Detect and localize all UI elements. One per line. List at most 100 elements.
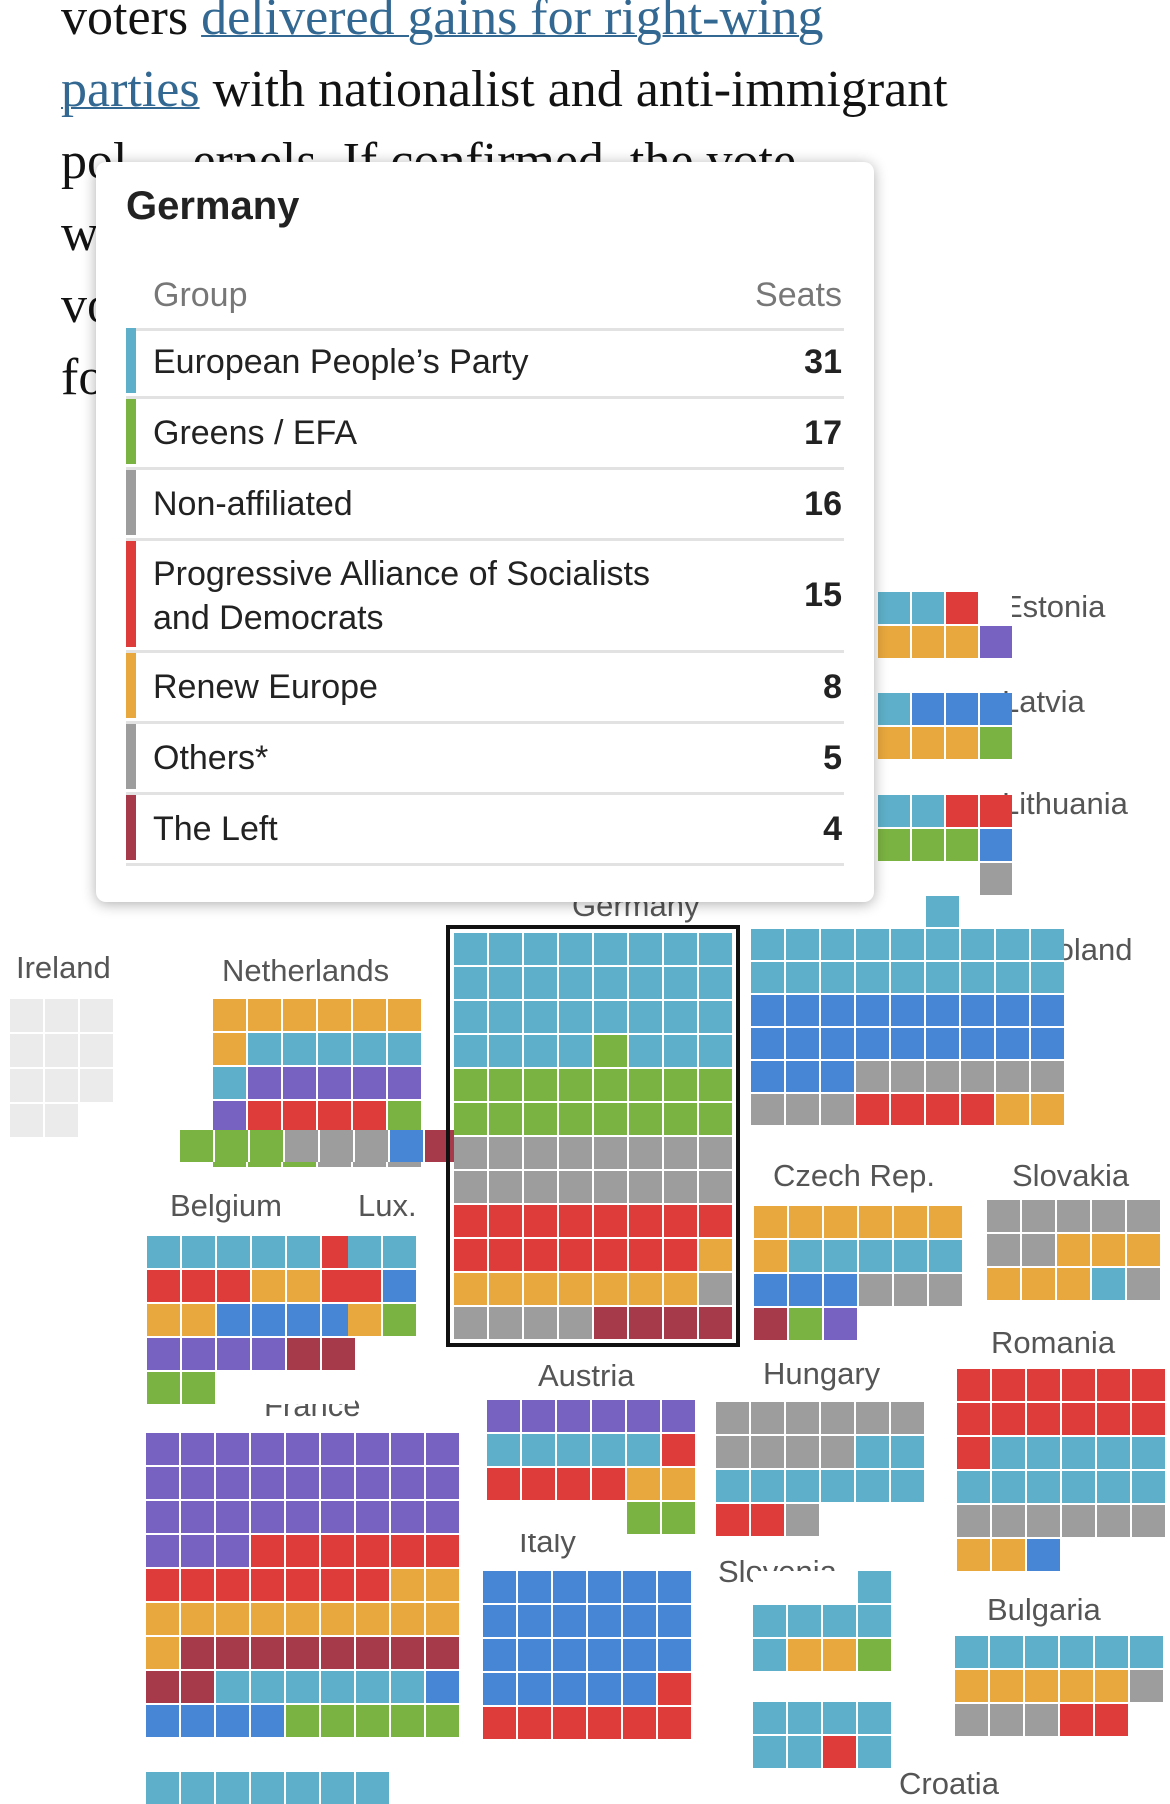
seat-cell bbox=[699, 1069, 732, 1101]
grid-hungary[interactable] bbox=[716, 1402, 924, 1536]
tooltip-row: Greens / EFA 17 bbox=[126, 399, 844, 470]
seat-cell bbox=[957, 1471, 990, 1503]
grid-slovakia[interactable] bbox=[987, 1200, 1160, 1300]
seat-cell bbox=[559, 967, 592, 999]
grid-belgium[interactable] bbox=[147, 1236, 355, 1404]
seat-cell bbox=[45, 1069, 78, 1102]
seat-cell bbox=[891, 896, 924, 927]
seat-cell bbox=[946, 795, 978, 827]
seat-cell bbox=[858, 1736, 891, 1768]
seat-cell bbox=[980, 727, 1012, 759]
seat-cell bbox=[961, 962, 994, 993]
seat-cell bbox=[383, 1236, 416, 1268]
seat-cell bbox=[216, 1772, 249, 1804]
seat-cell bbox=[182, 1338, 215, 1370]
seat-cell bbox=[699, 1171, 732, 1203]
seat-cell bbox=[824, 1206, 857, 1238]
seat-cell bbox=[252, 1236, 285, 1268]
seat-cell bbox=[996, 1094, 1029, 1125]
seat-cell bbox=[1031, 1061, 1064, 1092]
seat-cell bbox=[664, 1069, 697, 1101]
seat-cell bbox=[658, 1707, 691, 1739]
grid-slovenia[interactable] bbox=[753, 1571, 891, 1671]
group-name: Progressive Alliance of Socialists and D… bbox=[153, 554, 651, 637]
seat-cell bbox=[716, 1470, 749, 1502]
seat-cell bbox=[252, 1372, 285, 1404]
seat-cell bbox=[10, 999, 43, 1032]
seat-cell bbox=[786, 1436, 819, 1468]
seat-cell bbox=[788, 1702, 821, 1734]
seat-cell bbox=[348, 1270, 381, 1302]
seat-cell bbox=[894, 1308, 927, 1340]
grid-czech[interactable] bbox=[754, 1206, 962, 1340]
seat-cell bbox=[489, 967, 522, 999]
seat-cell bbox=[1127, 1234, 1160, 1266]
seat-cell bbox=[629, 1273, 662, 1305]
article-link-cont[interactable]: parties bbox=[61, 61, 200, 118]
seat-cell bbox=[217, 1270, 250, 1302]
grid-ireland[interactable] bbox=[10, 999, 113, 1137]
grid-austria[interactable] bbox=[487, 1400, 695, 1534]
grid-estonia[interactable] bbox=[878, 592, 1012, 658]
grid-lithuania[interactable] bbox=[878, 795, 1012, 895]
seat-cell bbox=[321, 1535, 354, 1567]
seat-cell bbox=[664, 1239, 697, 1271]
seat-cell bbox=[588, 1605, 621, 1637]
label-latvia: Latvia bbox=[1002, 684, 1085, 719]
seat-cell bbox=[878, 795, 910, 827]
label-hungary: Hungary bbox=[763, 1356, 881, 1391]
seat-cell bbox=[487, 1400, 520, 1432]
seat-cell bbox=[699, 1137, 732, 1169]
group-name: Others* bbox=[153, 739, 269, 777]
seat-cell bbox=[627, 1434, 660, 1466]
grid-bottom-left[interactable] bbox=[146, 1772, 389, 1804]
grid-france[interactable] bbox=[146, 1433, 459, 1737]
seat-cell bbox=[856, 1470, 889, 1502]
seat-cell bbox=[594, 1171, 627, 1203]
grid-luxembourg[interactable] bbox=[348, 1236, 416, 1336]
seat-cell bbox=[146, 1705, 179, 1737]
seat-cell bbox=[664, 1273, 697, 1305]
grid-romania[interactable] bbox=[957, 1369, 1165, 1571]
seat-cell bbox=[858, 1571, 891, 1603]
seat-cell bbox=[821, 1402, 854, 1434]
seat-cell bbox=[181, 1433, 214, 1465]
grid-bulgaria[interactable] bbox=[955, 1636, 1163, 1736]
seat-cell bbox=[821, 1470, 854, 1502]
seat-cell bbox=[251, 1603, 284, 1635]
group-name: Non-affiliated bbox=[153, 485, 353, 523]
seat-cell bbox=[929, 1206, 962, 1238]
seat-cell bbox=[627, 1400, 660, 1432]
seat-cell bbox=[454, 1171, 487, 1203]
grid-italy[interactable] bbox=[483, 1571, 691, 1739]
seat-cell bbox=[426, 1705, 459, 1737]
grid-latvia[interactable] bbox=[878, 693, 1012, 759]
seat-cell bbox=[588, 1673, 621, 1705]
seat-cell bbox=[321, 1772, 354, 1804]
seat-cell bbox=[859, 1308, 892, 1340]
seat-cell bbox=[252, 1304, 285, 1336]
seat-cell bbox=[1027, 1437, 1060, 1469]
grid-netherlands-bottom[interactable] bbox=[180, 1130, 458, 1162]
seat-cell bbox=[391, 1501, 424, 1533]
seat-cell bbox=[216, 1535, 249, 1567]
seat-cell bbox=[1132, 1539, 1165, 1571]
seat-cell bbox=[664, 933, 697, 965]
seat-cell bbox=[1027, 1539, 1060, 1571]
seat-cell bbox=[318, 1101, 351, 1133]
grid-croatia[interactable] bbox=[753, 1702, 891, 1768]
label-luxembourg: Lux. bbox=[358, 1188, 417, 1223]
seat-cell bbox=[286, 1671, 319, 1703]
seat-cell bbox=[216, 1705, 249, 1737]
seat-cell bbox=[1057, 1200, 1090, 1232]
seat-cell bbox=[426, 1501, 459, 1533]
grid-poland[interactable] bbox=[751, 896, 1064, 1125]
seat-cell bbox=[716, 1504, 749, 1536]
seat-cell bbox=[754, 1206, 787, 1238]
seat-cell bbox=[823, 1571, 856, 1603]
seat-cell bbox=[248, 1033, 281, 1065]
grid-germany[interactable] bbox=[446, 925, 740, 1347]
seat-cell bbox=[1062, 1505, 1095, 1537]
article-link[interactable]: delivered gains for right-wing bbox=[201, 0, 824, 46]
